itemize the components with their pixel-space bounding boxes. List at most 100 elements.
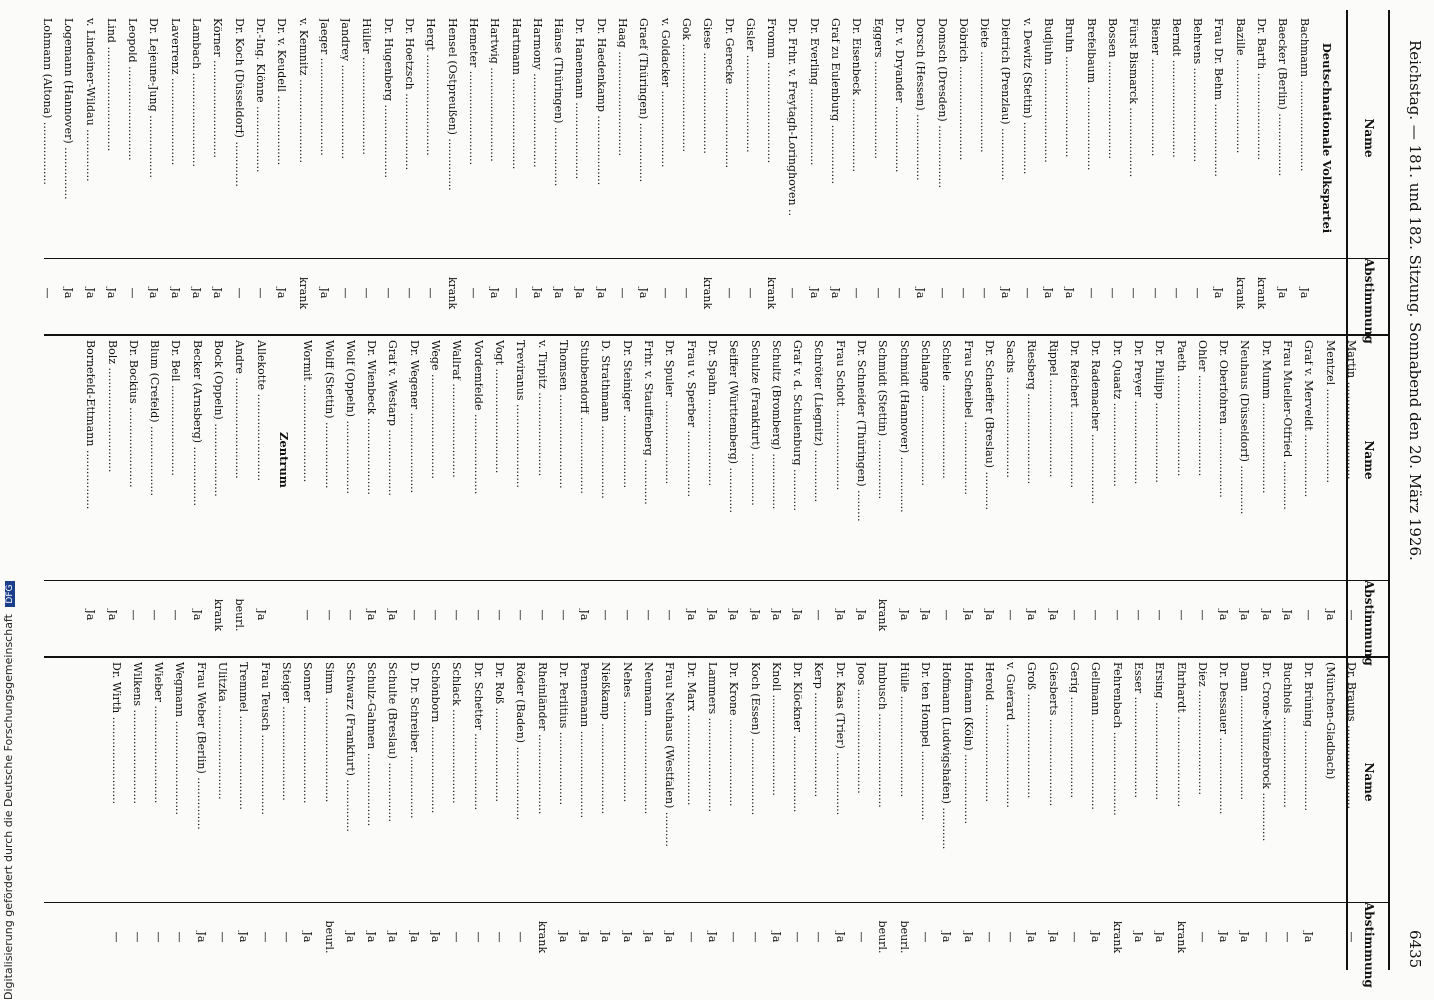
vote-value: Ja — [1298, 287, 1309, 299]
member-row: Allekotte ......................... Ja — [256, 340, 266, 650]
member-name: Brefelbaum ........................ — [1085, 18, 1096, 171]
member-row: Diete ............................. — — [979, 18, 989, 328]
member-row: Leopold ........................... — — [127, 18, 137, 328]
vote-value: — — [1069, 580, 1079, 650]
member-name: Ohler ............................. — [1196, 340, 1207, 477]
member-name: Diez .............................. — [1196, 662, 1207, 796]
column-header-vote: Abstimmung — [1362, 580, 1376, 666]
column-header-name: Name — [1362, 762, 1376, 802]
member-row: v. Dewitz (Stettin) ............... — — [1022, 18, 1032, 328]
member-name: Dr. Hanemann ...................... — [574, 18, 585, 180]
vote-value: — — [1282, 902, 1292, 972]
member-row: v. Tirpitz ........................ — — [537, 340, 547, 650]
member-row: Wormit ............................ — — [302, 340, 312, 650]
member-row: Groß .............................. Ja — [1027, 662, 1037, 972]
member-name: Simm .............................. — [323, 662, 334, 803]
member-row: Döbrich ........................... — — [958, 18, 968, 328]
member-row: Eggers ............................ — — [873, 18, 883, 328]
member-row: Dr. Hanemann ...................... Ja — [575, 18, 585, 328]
member-name: Fehrenbach ........................ — [1111, 662, 1122, 816]
column-divider — [44, 334, 1390, 336]
member-name: Dr. Steiniger ..................... — [621, 340, 632, 489]
vote-value: — — [558, 580, 568, 650]
vote-value: — — [404, 258, 414, 328]
member-row: Wolf (Oppeln) ..................... — — [345, 340, 355, 650]
member-name: Bachmann .......................... — [1298, 18, 1309, 172]
member-name: Schulz-Gahmen ..................... — [366, 662, 377, 827]
vote-value: — — [851, 258, 861, 328]
vote-value: Ja — [557, 931, 568, 943]
member-name: Dr. Brüning ....................... — [1303, 662, 1314, 811]
member-row: Dr. Hugenberg ..................... — — [383, 18, 393, 328]
member-row: Dr. Klöckner ...................... — — [792, 662, 802, 972]
vote-value: — — [958, 258, 968, 328]
member-row: Vordemfelde ....................... — — [473, 340, 483, 650]
member-name: Dr. v. Dryander ................... — [894, 18, 904, 173]
vote-value: Ja — [191, 287, 202, 299]
member-row: Lind .............................. Ja — [106, 18, 116, 328]
vote-value: Ja — [920, 609, 930, 621]
member-row: (München-Gladbach) — [1325, 662, 1335, 972]
vote-value: — — [451, 902, 461, 972]
vote-value: — — [132, 902, 142, 972]
member-name: v. Tirpitz ........................ — [536, 340, 547, 477]
vote-value: — — [686, 902, 696, 972]
table-top-rule — [1388, 10, 1390, 970]
vote-value: Ja — [707, 931, 717, 943]
member-name: Hofmann (Köln) .................... — [962, 662, 973, 825]
member-name: Logemann (Hannover) ............... — [63, 18, 74, 200]
member-name: Steiger ........................... — [281, 662, 291, 801]
vote-value: Ja — [898, 609, 909, 621]
member-name: Dr. Perlitius ..................... — [557, 662, 568, 806]
member-row: Lohmann (Altona) .................. — — [42, 18, 52, 328]
member-name: Dr. Everling ...................... — [808, 18, 819, 166]
vote-value: Ja — [1218, 931, 1229, 943]
member-name: Hartwig ........................... — [489, 18, 500, 162]
member-name: Imbusch ........................... — [877, 662, 888, 808]
member-row: Joos .............................. — — [856, 662, 866, 972]
member-row: Laverrenz ......................... Ja — [170, 18, 180, 328]
member-name: Joos .............................. — [856, 662, 867, 794]
member-row: Frau Schott ....................... Ja — [835, 340, 845, 650]
member-row: Simm .............................. beurl… — [324, 662, 334, 972]
member-row: Frau Neuhaus (Westfalen) .......... Ja — [664, 662, 674, 972]
vote-value: Ja — [808, 287, 819, 299]
member-name: Dr. Marx .......................... — [685, 662, 696, 806]
member-name: Hänse (Thüringen) ................. — [553, 18, 564, 187]
vote-value: — — [728, 902, 738, 972]
vote-value: — — [260, 902, 270, 972]
member-name: Sonner ............................ — [302, 662, 313, 804]
vote-value: — — [468, 258, 478, 328]
member-row: Lambach ........................... Ja — [191, 18, 201, 328]
vote-value: Ja — [792, 609, 803, 621]
vote-value: Ja — [707, 609, 717, 621]
vote-value: krank — [536, 920, 547, 954]
member-name: Schlange .......................... — [920, 340, 930, 486]
member-row: Ohler ............................. — — [1197, 340, 1207, 650]
member-name: Paeth ............................. — [1175, 340, 1186, 477]
vote-value: Ja — [595, 287, 606, 299]
member-row: Graf v. d. Schulenburg ............ Ja — [792, 340, 802, 650]
vote-value: — — [362, 258, 372, 328]
member-name: Schmidt (Stettin) ................. — [877, 340, 888, 500]
member-row: Kerp .............................. — — [814, 662, 824, 972]
member-name: Röder (Baden) ..................... — [515, 662, 526, 820]
member-row: Frau Mueller-Otfried .............. Ja — [1282, 340, 1292, 650]
member-row: Pennemann ......................... Ja — [579, 662, 589, 972]
vote-value: Ja — [1260, 609, 1271, 621]
member-row: Dr. Lejeune-Jung .................. Ja — [149, 18, 159, 328]
column-divider — [44, 656, 1390, 658]
member-name: Dr. Bockius ....................... — [127, 340, 138, 488]
vote-value: krank — [1234, 276, 1245, 310]
vote-value: — — [302, 580, 312, 650]
vote-value: krank — [1111, 920, 1122, 954]
member-name: Bruhn ............................. — [1064, 18, 1075, 158]
member-name: Dr. Mumm .......................... — [1260, 340, 1271, 494]
member-row: Koch (Essen) ...................... — — [750, 662, 760, 972]
member-name: Schmidt (Hannover) ................ — [898, 340, 909, 513]
vote-value: — — [1150, 258, 1160, 328]
vote-value: — — [515, 580, 525, 650]
member-name: Allekotte ......................... — [255, 340, 266, 482]
member-name: Dr. Wirth ......................... — [110, 662, 121, 805]
vote-value: beurl. — [323, 920, 334, 954]
